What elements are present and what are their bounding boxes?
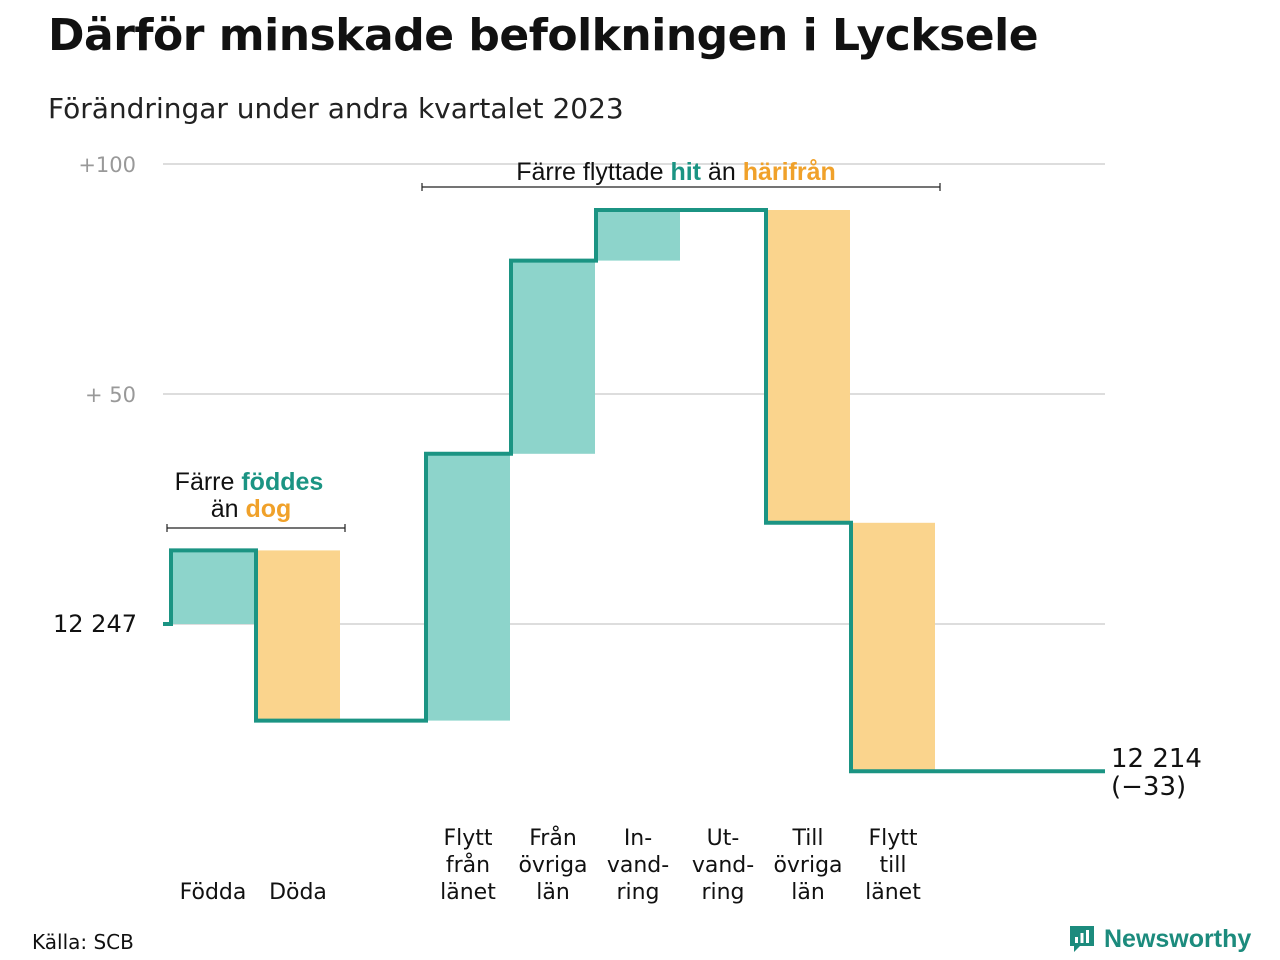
waterfall-bar [511,260,595,454]
category-label: övriga [518,853,587,878]
category-label: län [536,880,570,905]
y-tick-label: + 50 [85,383,136,407]
category-label: ring [701,880,744,905]
annotation-births-line1: Färre föddes [175,468,324,496]
category-label: Döda [269,880,327,905]
category-label: Födda [180,880,247,905]
y-tick-label: 12 247 [53,610,137,638]
chart-subtitle: Förändringar under andra kvartalet 2023 [48,92,624,125]
end-change-label: (−33) [1111,772,1186,802]
category-label: länet [440,880,496,905]
y-tick-label: +100 [78,153,136,177]
waterfall-bar [171,550,255,624]
brand-logo: Newsworthy [1068,924,1251,954]
chart-title: Därför minskade befolkningen i Lycksele [48,10,1039,61]
cumulative-step-line [163,208,1105,774]
waterfall-bar [256,550,340,721]
annotation-births-line2: än dog [211,495,292,523]
waterfall-bar [596,210,680,261]
waterfall-bar [426,453,510,721]
annotation-moves: Färre flyttade hit än härifrån [516,158,836,186]
category-label: ring [616,880,659,905]
category-label: vand- [607,853,669,878]
newsworthy-logo-icon [1070,926,1094,952]
category-label: Flytt [868,826,917,851]
category-label: Flytt [443,826,492,851]
source-note: Källa: SCB [32,930,134,954]
waterfall-bar [766,210,850,523]
category-label: vand- [692,853,754,878]
brand-name: Newsworthy [1104,924,1252,953]
category-label: Till [791,826,823,851]
category-label: till [880,853,907,878]
category-label: Ut- [707,826,740,851]
category-label: länet [865,880,921,905]
category-label: Från [529,825,577,851]
category-label: övriga [773,853,842,878]
category-label: län [791,880,825,905]
category-label: från [446,852,490,878]
waterfall-bar [851,522,935,772]
category-label: In- [624,826,652,851]
end-value-label: 12 214 [1111,744,1202,774]
